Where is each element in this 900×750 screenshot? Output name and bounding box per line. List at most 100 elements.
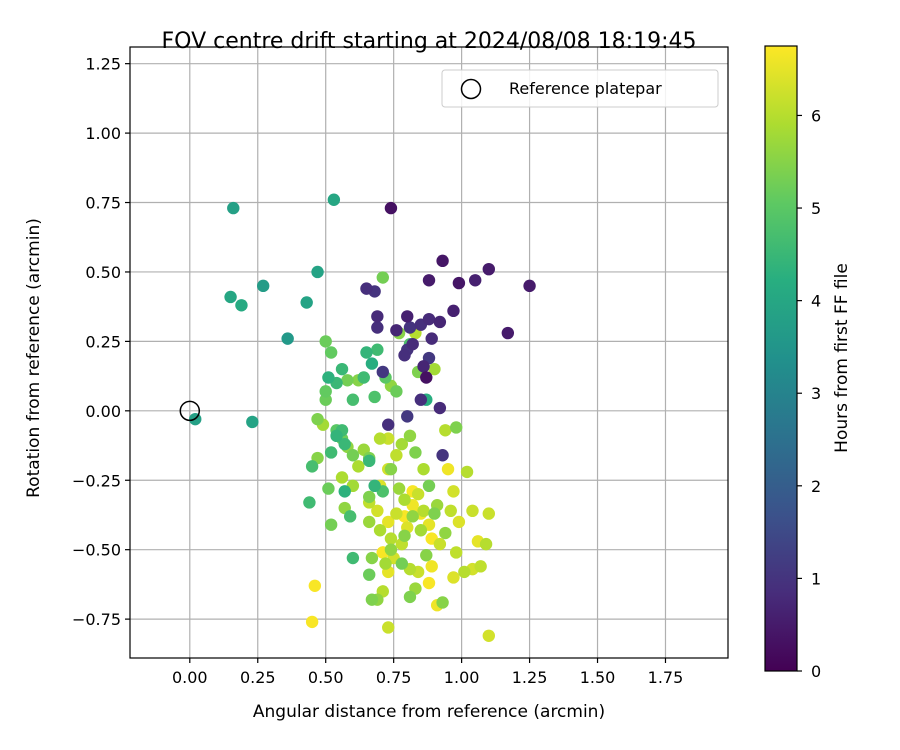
data-point <box>433 315 447 329</box>
x-tick-label: 0.75 <box>376 668 412 687</box>
data-point <box>444 504 457 518</box>
legend-label: Reference platepar <box>509 79 662 98</box>
legend: Reference platepar <box>441 69 719 108</box>
plot-frame <box>129 46 729 659</box>
data-point <box>368 479 381 493</box>
data-point <box>466 504 479 518</box>
data-point <box>390 385 403 398</box>
data-point <box>414 524 428 537</box>
data-point <box>373 524 387 537</box>
data-point <box>403 590 417 604</box>
data-point <box>327 193 341 206</box>
data-point <box>482 629 495 642</box>
data-point <box>441 462 455 476</box>
data-point <box>308 579 322 592</box>
reference-marker <box>179 400 201 422</box>
data-point <box>449 546 463 559</box>
data-point <box>224 290 237 304</box>
x-tick-label: 0.00 <box>172 668 208 687</box>
legend-box <box>441 69 719 108</box>
data-point <box>363 515 376 529</box>
data-point <box>401 410 414 423</box>
colorbar: 0 1 2 3 4 5 6 Hours from first FF file <box>764 45 852 681</box>
y-tick-label: 0.00 <box>85 402 121 421</box>
data-point <box>447 485 460 498</box>
data-point <box>300 296 313 309</box>
data-point <box>425 560 438 573</box>
y-tick-label: 1.25 <box>85 55 121 74</box>
data-point <box>352 460 365 473</box>
data-point <box>365 357 379 370</box>
colorbar-tick-label: 5 <box>811 199 821 218</box>
data-point <box>398 493 411 506</box>
data-point <box>420 371 433 384</box>
data-point <box>324 346 338 359</box>
x-tick-label: 0.25 <box>240 668 276 687</box>
data-point <box>390 449 403 462</box>
y-tick-label: 0.50 <box>85 263 121 282</box>
data-point <box>341 374 354 387</box>
data-point <box>371 504 384 518</box>
x-tick-label: 0.50 <box>308 668 344 687</box>
data-point <box>227 201 240 215</box>
data-point <box>479 537 493 551</box>
data-point <box>319 335 332 348</box>
data-point <box>436 596 449 609</box>
data-point <box>371 321 384 334</box>
data-point <box>482 507 495 520</box>
data-point <box>319 385 332 398</box>
colorbar-tick-label: 3 <box>811 384 821 403</box>
data-point <box>523 279 536 293</box>
data-point <box>390 324 403 337</box>
data-point <box>335 471 349 484</box>
data-point <box>436 449 449 462</box>
data-point <box>322 482 335 495</box>
data-point <box>365 551 379 565</box>
data-point <box>373 432 387 445</box>
data-point <box>322 371 335 384</box>
data-point <box>363 454 376 468</box>
data-point <box>382 418 395 431</box>
data-point <box>384 543 398 556</box>
data-point <box>417 462 430 476</box>
y-tick-label: −0.50 <box>72 541 121 560</box>
legend-marker <box>460 78 482 100</box>
data-point <box>324 446 338 459</box>
colorbar-tick-label: 2 <box>811 477 821 496</box>
data-point <box>235 299 248 312</box>
data-point <box>384 201 398 215</box>
data-point <box>371 310 384 323</box>
data-point <box>403 321 417 334</box>
data-point <box>447 571 460 584</box>
data-point <box>422 576 436 590</box>
data-point <box>324 518 338 531</box>
data-point <box>428 507 441 520</box>
data-point <box>311 412 324 426</box>
data-point <box>433 537 447 551</box>
data-point <box>390 507 403 520</box>
data-point <box>379 557 392 570</box>
data-point <box>338 437 351 451</box>
data-point <box>363 568 376 581</box>
data-point <box>360 282 373 295</box>
y-axis-label: Rotation from reference (arcmin) <box>24 218 44 498</box>
data-point <box>449 421 463 434</box>
data-point <box>501 326 515 340</box>
data-point <box>398 529 411 542</box>
data-point <box>305 615 319 629</box>
data-point <box>365 593 379 606</box>
x-tick-label: 1.50 <box>580 668 616 687</box>
data-point <box>417 360 430 373</box>
data-point <box>425 332 438 345</box>
data-point <box>428 362 441 376</box>
data-point <box>343 510 357 523</box>
data-point <box>422 274 436 287</box>
data-point <box>303 496 316 509</box>
data-point <box>439 424 452 437</box>
data-point <box>452 276 466 290</box>
data-point <box>401 310 414 323</box>
data-point <box>395 437 409 451</box>
data-point <box>392 482 406 495</box>
x-tick-label: 1.75 <box>648 668 684 687</box>
data-point <box>403 429 417 443</box>
